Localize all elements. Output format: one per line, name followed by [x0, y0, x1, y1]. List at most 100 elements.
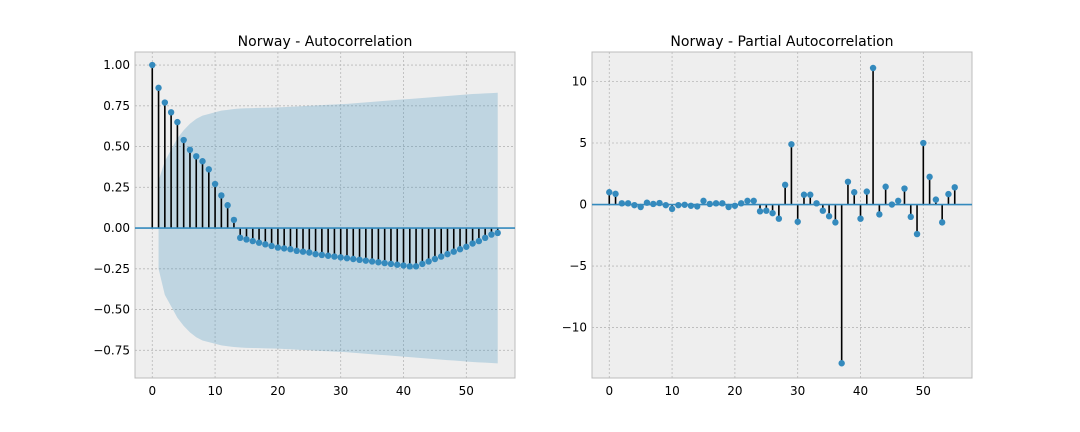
data-point	[737, 200, 745, 207]
data-point	[775, 215, 783, 222]
data-point	[243, 236, 250, 243]
data-point	[656, 199, 663, 207]
data-point	[781, 181, 789, 189]
data-point	[318, 251, 326, 259]
data-point	[631, 201, 638, 209]
data-point	[444, 250, 451, 258]
data-point	[844, 178, 852, 185]
data-point	[299, 248, 307, 255]
data-point	[463, 243, 470, 250]
data-point	[756, 208, 764, 215]
data-point	[932, 196, 940, 203]
data-point	[375, 259, 382, 266]
data-point	[825, 213, 833, 220]
data-point	[324, 252, 332, 259]
x-tick-label: 30	[790, 384, 805, 398]
data-point	[769, 209, 776, 217]
data-point	[356, 256, 363, 264]
data-point	[838, 360, 845, 367]
data-point	[456, 246, 464, 253]
data-point	[813, 200, 820, 207]
data-point	[706, 200, 713, 208]
y-tick-label: 0.50	[103, 140, 130, 154]
y-tick-label: −0.50	[93, 303, 130, 317]
y-tick-label: −5	[569, 259, 587, 273]
x-tick-label: 10	[207, 384, 222, 398]
data-point	[907, 213, 914, 221]
partial-autocorrelation-panel: 0 10 20 30 40 50 −10 −5 0 5 10 Norway - Partial Aut…	[562, 34, 973, 398]
data-point	[606, 189, 613, 196]
data-point	[230, 216, 238, 224]
data-point	[262, 241, 269, 248]
data-point	[412, 263, 420, 270]
y-tick-label: 1.00	[103, 58, 130, 72]
data-point	[800, 191, 808, 198]
data-point	[731, 202, 739, 209]
data-point	[437, 253, 445, 260]
x-tick-label: 10	[664, 384, 679, 398]
data-point	[624, 200, 632, 207]
data-point	[387, 260, 395, 268]
data-point	[819, 207, 827, 214]
data-point	[249, 237, 256, 245]
data-point	[394, 261, 401, 268]
data-point	[293, 247, 300, 255]
data-point	[807, 191, 814, 198]
chart-title: Norway - Autocorrelation	[238, 34, 413, 50]
data-point	[450, 248, 457, 255]
data-point	[894, 197, 902, 205]
data-point	[193, 153, 200, 160]
data-point	[920, 139, 927, 147]
y-tick-label: −0.75	[93, 343, 130, 357]
x-tick-label: 50	[916, 384, 931, 398]
data-point	[469, 240, 476, 247]
x-tick-label: 30	[333, 384, 348, 398]
data-point	[237, 234, 244, 242]
data-point	[337, 254, 344, 261]
x-tick-label: 50	[459, 384, 474, 398]
data-point	[186, 146, 194, 153]
data-point	[888, 201, 896, 208]
x-tick-label: 20	[727, 384, 742, 398]
data-point	[951, 184, 958, 191]
data-point	[343, 254, 351, 262]
data-point	[945, 190, 952, 198]
y-tick-label: −0.25	[93, 262, 130, 276]
data-point	[700, 197, 707, 205]
data-point	[494, 229, 501, 237]
data-point	[199, 158, 206, 165]
data-point	[618, 200, 626, 207]
data-point	[488, 231, 495, 238]
data-point	[205, 166, 213, 173]
data-point	[687, 202, 695, 209]
x-tick-label: 40	[853, 384, 868, 398]
data-point	[681, 201, 688, 208]
data-point	[368, 258, 376, 265]
y-tick-label: 0.00	[103, 221, 130, 235]
data-point	[876, 211, 883, 218]
data-point	[431, 255, 439, 263]
data-point	[744, 197, 751, 205]
data-point	[712, 200, 720, 207]
data-point	[901, 185, 908, 192]
data-point	[149, 61, 156, 69]
y-tick-label: 5	[579, 136, 587, 150]
data-point	[612, 190, 619, 198]
data-point	[180, 136, 187, 144]
autocorrelation-panel: 0 10 20 30 40 50 −0.75 −0.50 −0.25 0.00 0.25 0.50 0.…	[93, 34, 516, 398]
data-point	[662, 201, 670, 209]
data-point	[851, 189, 858, 196]
data-point	[763, 207, 770, 214]
data-point	[675, 201, 682, 209]
y-tick-label: 0.75	[103, 99, 130, 113]
data-point	[224, 202, 231, 209]
x-tick-label: 20	[270, 384, 285, 398]
data-point	[857, 215, 864, 222]
data-point	[381, 259, 388, 267]
data-point	[475, 237, 483, 245]
data-point	[155, 84, 162, 92]
data-point	[750, 197, 757, 205]
data-point	[161, 99, 169, 106]
data-point	[725, 203, 732, 211]
data-point	[694, 203, 701, 210]
